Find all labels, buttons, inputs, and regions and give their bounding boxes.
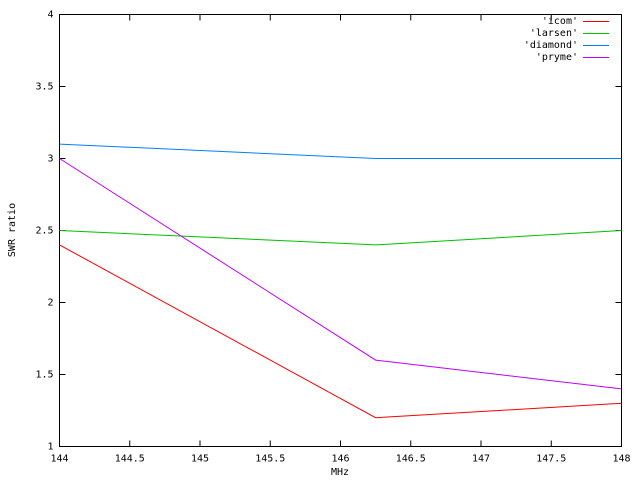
series-line — [59, 143, 622, 159]
y-axis-label: SWR ratio — [7, 203, 18, 257]
x-tick-label: 145.5 — [255, 454, 285, 465]
y-tick-label: 2 — [47, 298, 53, 309]
legend-label: 'larsen' — [530, 28, 578, 39]
x-tick-label: 145 — [191, 454, 209, 465]
series-line — [59, 158, 622, 390]
y-tick-label: 3 — [47, 154, 53, 165]
y-tick-label: 1 — [47, 442, 53, 453]
x-tick-label: 144 — [50, 454, 68, 465]
x-axis-label: MHz — [331, 467, 349, 478]
x-tick-label: 144.5 — [115, 454, 145, 465]
series-line — [59, 244, 622, 419]
legend-label: 'pryme' — [536, 52, 578, 63]
series-line — [59, 230, 622, 246]
legend-label: 'diamond' — [524, 40, 578, 51]
x-tick-label: 146.5 — [396, 454, 426, 465]
y-tick-label: 2.5 — [35, 226, 53, 237]
legend-label: 'icom' — [542, 16, 578, 27]
y-tick-label: 3.5 — [35, 82, 53, 93]
x-tick-label: 147 — [472, 454, 490, 465]
x-tick-label: 148 — [612, 454, 630, 465]
y-tick-label: 4 — [47, 10, 53, 21]
x-tick-label: 147.5 — [536, 454, 566, 465]
x-tick-label: 146 — [331, 454, 349, 465]
y-tick-label: 1.5 — [35, 370, 53, 381]
